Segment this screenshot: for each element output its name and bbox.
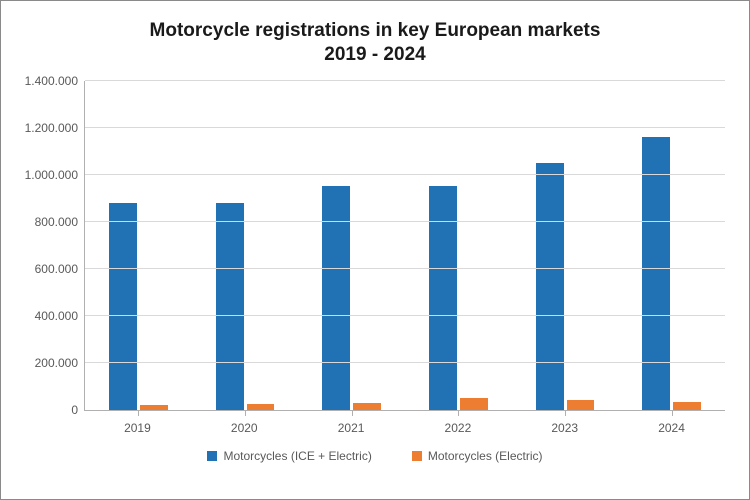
gridline [85,362,725,363]
bar-groups [85,81,725,410]
x-axis: 201920202021202220232024 [84,411,725,435]
bar-group [298,81,405,410]
chart-frame: Motorcycle registrations in key European… [0,0,750,500]
bar [109,203,137,410]
x-tickmark [245,410,246,416]
bar-group [192,81,299,410]
chart-title: Motorcycle registrations in key European… [25,19,725,67]
legend-item: Motorcycles (ICE + Electric) [207,449,371,463]
x-tickmark [138,410,139,416]
legend-label: Motorcycles (Electric) [428,449,543,463]
gridline [85,268,725,269]
y-axis: 1.400.0001.200.0001.000.000800.000600.00… [25,81,84,411]
legend: Motorcycles (ICE + Electric) Motorcycles … [25,449,725,463]
bar [216,203,244,410]
gridline [85,174,725,175]
bar [567,400,595,409]
gridline [85,221,725,222]
chart-title-line1: Motorcycle registrations in key European… [25,19,725,43]
x-tickmark [352,410,353,416]
bar [536,163,564,410]
plot-area: 1.400.0001.200.0001.000.000800.000600.00… [25,81,725,411]
legend-item: Motorcycles (Electric) [412,449,543,463]
x-tickmark [565,410,566,416]
bar [642,137,670,410]
plot [84,81,725,411]
bar [353,403,381,410]
gridline [85,127,725,128]
bar-group [85,81,192,410]
chart-title-line2: 2019 - 2024 [25,43,725,67]
gridline [85,315,725,316]
bar [247,404,275,409]
gridline [85,80,725,81]
legend-swatch [412,451,422,461]
bar [673,402,701,410]
legend-label: Motorcycles (ICE + Electric) [223,449,371,463]
bar-group [512,81,619,410]
bar [140,405,168,409]
x-tickmark [458,410,459,416]
bar [460,398,488,410]
bar-group [618,81,725,410]
bar-group [405,81,512,410]
legend-swatch [207,451,217,461]
x-tickmark [672,410,673,416]
